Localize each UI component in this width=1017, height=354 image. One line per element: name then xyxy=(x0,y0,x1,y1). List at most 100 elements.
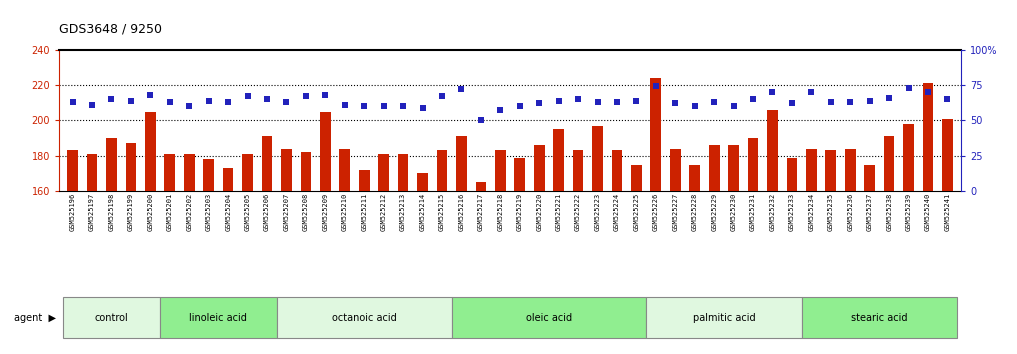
Bar xyxy=(747,138,759,191)
Bar xyxy=(611,150,622,191)
Point xyxy=(570,96,586,102)
Point xyxy=(861,98,878,103)
Bar xyxy=(242,154,253,191)
Text: GDS3648 / 9250: GDS3648 / 9250 xyxy=(59,22,162,35)
Bar xyxy=(646,297,801,338)
Bar xyxy=(223,168,234,191)
Point xyxy=(686,103,703,109)
Point xyxy=(648,84,664,89)
Point xyxy=(784,101,800,106)
Point xyxy=(395,103,411,109)
Bar xyxy=(277,297,452,338)
Bar xyxy=(184,154,194,191)
Text: palmitic acid: palmitic acid xyxy=(693,313,756,323)
Point xyxy=(162,99,178,105)
Point xyxy=(629,98,645,103)
Point xyxy=(434,93,451,99)
Bar xyxy=(767,110,778,191)
Bar xyxy=(436,150,447,191)
Bar xyxy=(340,149,350,191)
Bar xyxy=(709,145,719,191)
Bar xyxy=(456,136,467,191)
Bar xyxy=(495,150,505,191)
Point xyxy=(104,96,120,102)
Point xyxy=(920,89,937,95)
Bar xyxy=(631,165,642,191)
Bar xyxy=(786,158,797,191)
Point xyxy=(881,95,897,101)
Point xyxy=(842,99,858,105)
Bar xyxy=(884,136,895,191)
Bar xyxy=(125,143,136,191)
Bar xyxy=(806,149,817,191)
Bar xyxy=(378,154,390,191)
Bar xyxy=(160,297,277,338)
Point xyxy=(609,99,625,105)
Point xyxy=(298,93,314,99)
Bar xyxy=(845,149,855,191)
Point xyxy=(200,98,217,103)
Text: octanoic acid: octanoic acid xyxy=(332,313,397,323)
Point xyxy=(317,92,334,98)
Point xyxy=(454,86,470,92)
Point xyxy=(900,85,916,91)
Bar xyxy=(651,78,661,191)
Bar xyxy=(203,159,214,191)
Point xyxy=(531,101,547,106)
Point xyxy=(940,96,956,102)
Bar xyxy=(86,154,98,191)
Point xyxy=(356,103,372,109)
Bar xyxy=(515,158,525,191)
Point xyxy=(512,103,528,109)
Bar xyxy=(106,138,117,191)
Point xyxy=(337,102,353,108)
Bar xyxy=(320,112,331,191)
Bar xyxy=(67,150,78,191)
Point xyxy=(64,99,80,105)
Bar xyxy=(281,149,292,191)
Point xyxy=(181,103,197,109)
Point xyxy=(590,99,606,105)
Point xyxy=(239,93,255,99)
Point xyxy=(220,99,236,105)
Bar xyxy=(359,170,369,191)
Point xyxy=(803,89,820,95)
Text: oleic acid: oleic acid xyxy=(526,313,572,323)
Point xyxy=(492,108,508,113)
Point xyxy=(473,118,489,123)
Point xyxy=(550,98,566,103)
Bar xyxy=(728,145,739,191)
Bar xyxy=(534,145,544,191)
Point xyxy=(123,98,139,103)
Text: linoleic acid: linoleic acid xyxy=(189,313,247,323)
Bar xyxy=(592,126,603,191)
Bar xyxy=(145,112,156,191)
Bar xyxy=(801,297,957,338)
Bar xyxy=(63,297,160,338)
Point xyxy=(83,102,100,108)
Point xyxy=(823,99,839,105)
Bar xyxy=(922,83,934,191)
Point xyxy=(375,103,392,109)
Point xyxy=(667,101,683,106)
Text: agent  ▶: agent ▶ xyxy=(14,313,56,323)
Bar xyxy=(261,136,273,191)
Point xyxy=(706,99,722,105)
Point xyxy=(414,105,430,110)
Point xyxy=(744,96,761,102)
Bar xyxy=(864,165,875,191)
Bar xyxy=(417,173,428,191)
Bar xyxy=(670,149,680,191)
Bar xyxy=(165,154,175,191)
Point xyxy=(279,99,295,105)
Bar xyxy=(553,129,564,191)
Bar xyxy=(398,154,409,191)
Bar xyxy=(942,119,953,191)
Point xyxy=(142,92,159,98)
Text: control: control xyxy=(95,313,128,323)
Bar xyxy=(573,150,584,191)
Point xyxy=(259,96,276,102)
Bar xyxy=(452,297,646,338)
Bar xyxy=(903,124,914,191)
Point xyxy=(725,103,741,109)
